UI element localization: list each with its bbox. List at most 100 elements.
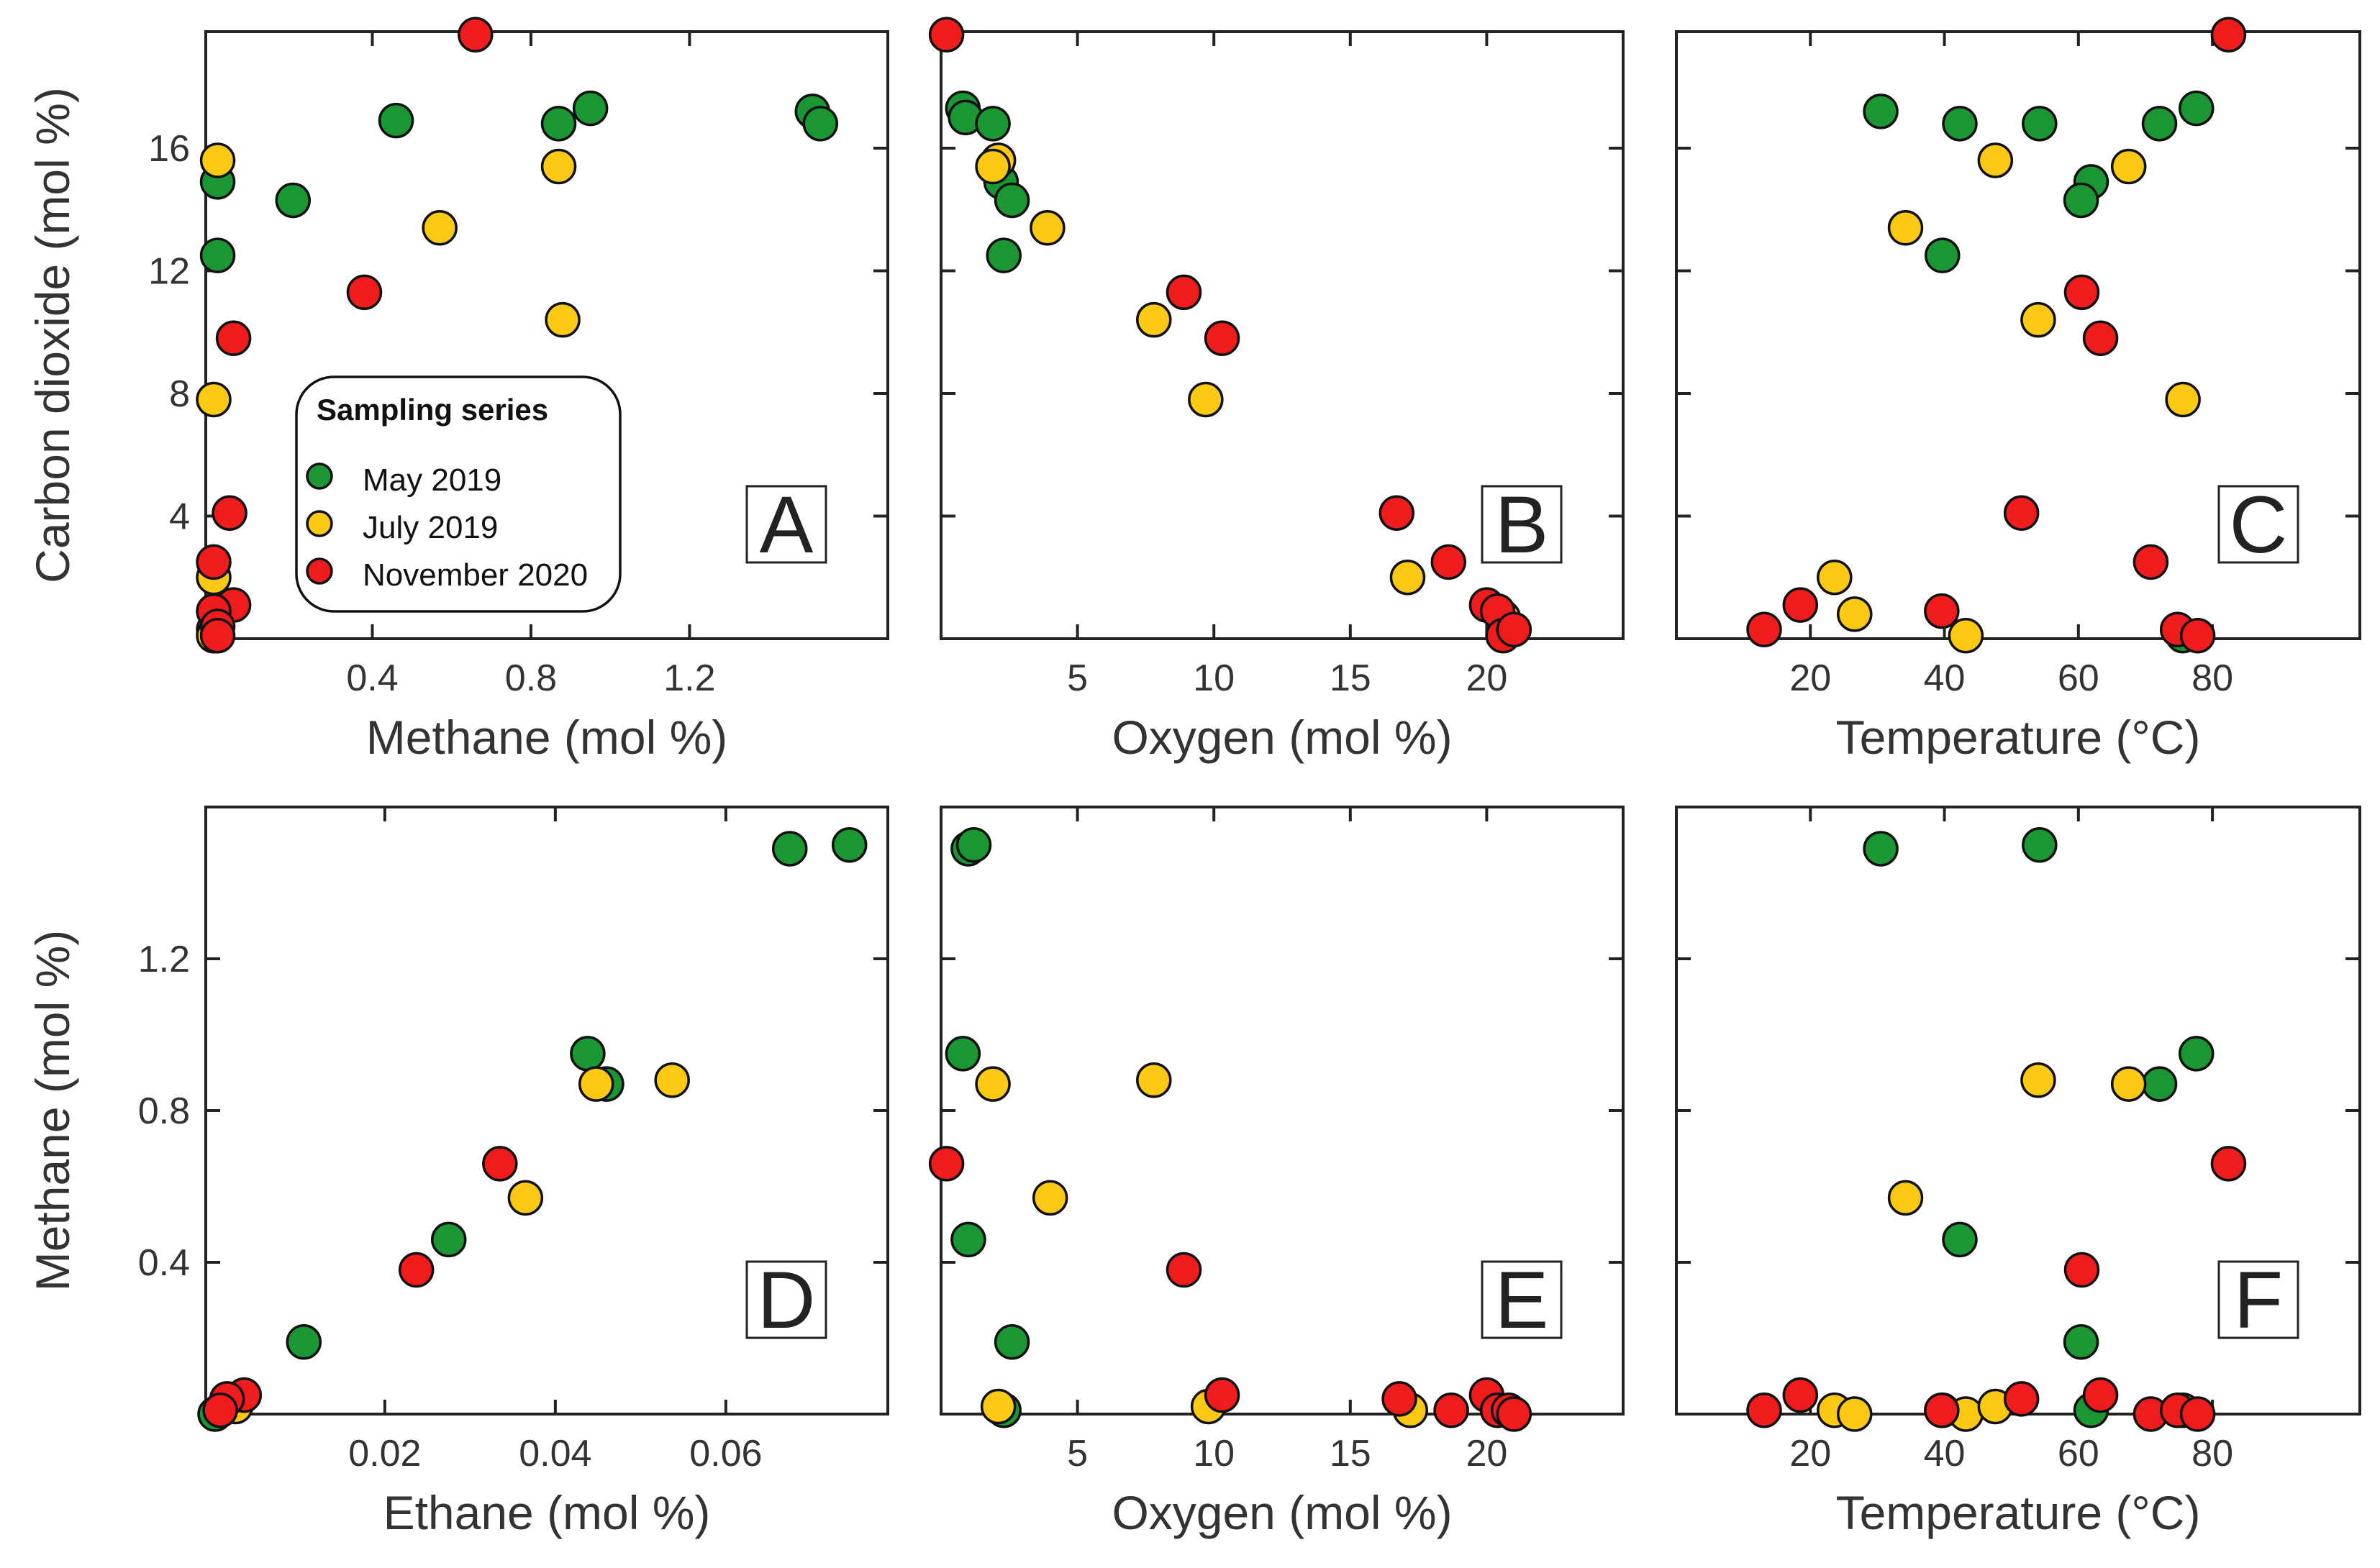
data-point	[2179, 617, 2216, 654]
x-tick-label: 0.4	[346, 657, 398, 699]
data-point	[199, 237, 236, 273]
x-tick-label: 0.06	[689, 1433, 762, 1474]
data-point	[578, 1066, 614, 1102]
data-point	[1942, 1221, 1978, 1258]
data-point	[928, 1146, 965, 1182]
panel-d-letter: D	[758, 1255, 816, 1345]
panel-d-series-november-2020	[202, 1146, 518, 1428]
panel-e-letter-box	[1481, 1260, 1563, 1339]
data-point	[1782, 1377, 1819, 1413]
data-point	[928, 17, 965, 53]
data-point	[202, 1392, 238, 1428]
panel-a-series-november-2020	[196, 17, 494, 654]
data-point	[212, 495, 247, 531]
data-point	[2063, 182, 2099, 219]
data-point	[2022, 106, 2058, 142]
x-tick-label: 5	[1067, 1433, 1088, 1474]
legend-title: Sampling series	[317, 393, 548, 427]
panel-b-series-november-2020	[928, 17, 1532, 654]
x-tick-label: 20	[1789, 1433, 1831, 1474]
data-point	[1496, 611, 1532, 647]
y-tick-label: 8	[169, 373, 190, 415]
data-point	[2063, 1252, 2100, 1288]
data-point	[2003, 1381, 2040, 1417]
data-point	[286, 1324, 322, 1360]
data-point	[398, 1252, 435, 1288]
data-point	[570, 1036, 606, 1072]
x-tick-label: 80	[2191, 1433, 2233, 1474]
x-tick-label: 20	[1789, 657, 1831, 699]
data-point	[199, 142, 236, 178]
y-tick-label: 12	[148, 250, 190, 292]
data-point	[771, 831, 808, 867]
panel-d-letter-box	[745, 1260, 827, 1339]
data-point	[1379, 495, 1415, 531]
panel-e: 5 10 15 20 Oxygen (mol %) E	[928, 806, 1625, 1539]
panel-f-series-may-2019	[1863, 827, 2215, 1428]
data-point	[2141, 106, 2178, 142]
data-point	[1746, 611, 1782, 647]
data-point	[1030, 210, 1066, 246]
data-point	[2063, 274, 2100, 311]
data-point	[2178, 90, 2215, 127]
panel-c-letter: C	[2230, 480, 2288, 570]
data-point	[1948, 617, 1984, 654]
data-point	[975, 106, 1011, 142]
data-point	[1977, 142, 2014, 178]
x-tick-label: 20	[1466, 1433, 1507, 1474]
panel-c-series-july-2019	[1817, 142, 2201, 654]
data-point	[2178, 1036, 2215, 1072]
x-tick-label: 0.02	[348, 1433, 421, 1474]
data-point	[1204, 1377, 1240, 1413]
data-point	[1166, 1252, 1202, 1288]
x-tick-label: 60	[2058, 657, 2099, 699]
panel-d-ylabel: Methane (mol %)	[26, 930, 79, 1292]
data-point	[2022, 827, 2058, 863]
data-point	[346, 274, 383, 311]
data-point	[802, 106, 839, 142]
data-point	[2110, 1066, 2147, 1102]
panel-e-series-may-2019	[945, 827, 1030, 1428]
data-point	[2020, 301, 2056, 338]
data-point	[1188, 381, 1224, 418]
data-point	[2179, 1396, 2216, 1432]
legend-label-november-2020: November 2020	[363, 557, 588, 593]
y-tick-label: 0.4	[138, 1242, 190, 1284]
panel-b: 5 10 15 20 Oxygen (mol %) B	[928, 17, 1625, 764]
data-point	[199, 617, 236, 654]
data-point	[422, 210, 458, 246]
data-point	[1430, 544, 1467, 580]
panel-f-letter-box	[2217, 1260, 2299, 1339]
data-point	[275, 182, 312, 219]
data-point	[1924, 1392, 1960, 1428]
data-point	[2110, 148, 2147, 185]
data-point	[2210, 1146, 2247, 1182]
panel-f-series-july-2019	[1817, 1062, 2201, 1432]
data-point	[1887, 1180, 1924, 1216]
panel-a: 0.4 0.8 1.2 4 8 12 16 Methane (mol %) Carbon dio…	[26, 17, 889, 764]
y-tick-label: 0.8	[138, 1090, 190, 1132]
data-point	[1166, 274, 1202, 311]
data-point	[2165, 381, 2201, 418]
data-point	[955, 827, 992, 863]
panel-a-frame	[204, 30, 889, 640]
panel-e-letter: E	[1495, 1255, 1549, 1345]
data-point	[1836, 1396, 1873, 1432]
data-point	[2082, 1377, 2119, 1413]
data-point	[572, 90, 609, 127]
data-point	[2141, 1066, 2178, 1102]
data-point	[1887, 210, 1924, 246]
data-point	[986, 237, 1022, 273]
x-tick-label: 10	[1193, 657, 1235, 699]
x-tick-label: 60	[2058, 1433, 2099, 1474]
data-point	[975, 148, 1011, 185]
panel-a-letter-box	[745, 485, 827, 564]
legend-box	[295, 375, 622, 613]
data-point	[196, 544, 232, 580]
data-point	[975, 1066, 1011, 1102]
panel-c-letter-box	[2217, 485, 2299, 564]
data-point	[507, 1180, 544, 1216]
data-point	[2003, 495, 2040, 531]
data-point	[1433, 1392, 1469, 1428]
x-tick-label: 0.04	[519, 1433, 591, 1474]
